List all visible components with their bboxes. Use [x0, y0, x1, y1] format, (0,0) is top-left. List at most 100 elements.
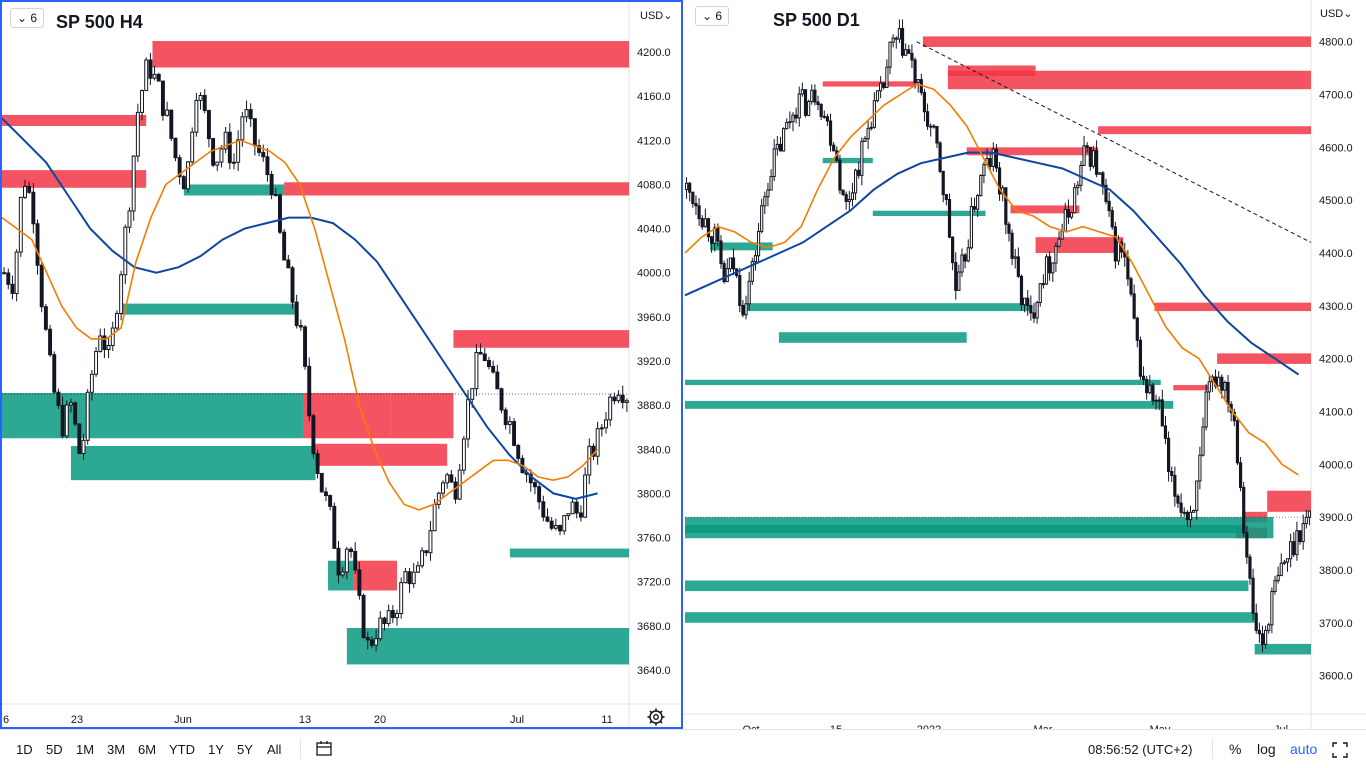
- d1-chart-canvas[interactable]: 4800.0 4700.0 4600.0 4500.0 4400.0 4300.0 4200…: [683, 0, 1366, 729]
- candle: [620, 394, 625, 403]
- candle: [1113, 226, 1117, 262]
- candle: [344, 548, 349, 573]
- candle: [411, 571, 416, 585]
- candle: [863, 138, 867, 142]
- candle: [1267, 624, 1271, 631]
- demand-zone: [685, 400, 1174, 409]
- candle: [516, 444, 521, 459]
- candle: [904, 49, 908, 56]
- interval-button[interactable]: ⌄ 6: [10, 8, 45, 28]
- range-1y-button[interactable]: 1Y: [208, 742, 224, 757]
- candle: [1166, 437, 1171, 473]
- h4-chart-canvas[interactable]: 4200.0 4160.0 4120.0 4080.0 4040.0 4000.0 3960…: [2, 2, 681, 727]
- demand-zone: [509, 548, 629, 558]
- range-1m-button[interactable]: 1M: [76, 742, 95, 757]
- candle: [503, 409, 508, 426]
- gear-icon[interactable]: [647, 708, 665, 726]
- range-6m-button[interactable]: 6M: [138, 742, 157, 757]
- candle: [722, 263, 726, 283]
- candle: [612, 396, 617, 402]
- candle: [1195, 480, 1199, 511]
- candle: [1238, 462, 1243, 488]
- range-5d-button[interactable]: 5D: [46, 742, 63, 757]
- range-all-button[interactable]: All: [267, 742, 282, 757]
- candle: [925, 111, 930, 127]
- log-toggle[interactable]: log: [1257, 741, 1276, 757]
- currency-selector[interactable]: USD⌄: [1320, 7, 1352, 20]
- x-tick-label: Jul: [1274, 724, 1288, 729]
- candle: [1016, 256, 1020, 277]
- candle: [800, 89, 804, 95]
- y-tick-label: 3700.0: [1319, 618, 1353, 630]
- candle: [691, 191, 695, 205]
- range-3m-button[interactable]: 3M: [107, 742, 126, 757]
- candle: [85, 391, 90, 441]
- candle: [716, 227, 720, 242]
- y-tick-label: 3880.0: [637, 400, 671, 412]
- candle: [399, 582, 404, 614]
- interval-button[interactable]: ⌄ 6: [695, 6, 730, 26]
- chart-pane-h4[interactable]: 4200.0 4160.0 4120.0 4080.0 4040.0 4000.0 3960…: [0, 0, 683, 729]
- candle: [290, 267, 295, 303]
- candle: [966, 247, 970, 262]
- chart-pane-d1[interactable]: 4800.0 4700.0 4600.0 4500.0 4400.0 4300.0 4200…: [683, 0, 1366, 729]
- candle: [1279, 562, 1283, 576]
- candle: [165, 109, 170, 116]
- candle: [941, 170, 945, 196]
- candle: [558, 525, 562, 532]
- candle: [972, 206, 977, 210]
- x-tick-label: 20: [374, 714, 386, 726]
- candle: [420, 550, 425, 567]
- clock-timezone[interactable]: 08:56:52 (UTC+2): [1088, 742, 1193, 757]
- supply-zone: [1010, 205, 1080, 214]
- range-5y-button[interactable]: 5Y: [237, 742, 253, 757]
- candle: [1063, 209, 1067, 232]
- x-tick-label: Oct: [742, 724, 759, 729]
- candle: [173, 137, 178, 159]
- candle: [1019, 275, 1024, 306]
- candle: [1101, 172, 1105, 186]
- candle: [374, 638, 379, 646]
- demand-zone: [685, 580, 1249, 592]
- supply-zone: [1217, 353, 1311, 364]
- candle: [131, 155, 136, 212]
- y-tick-label: 4300.0: [1319, 301, 1353, 313]
- percent-toggle[interactable]: %: [1229, 741, 1242, 757]
- candle: [1041, 283, 1045, 286]
- candle: [1220, 376, 1224, 391]
- candle: [512, 421, 517, 446]
- candle: [825, 116, 830, 122]
- chart-title: SP 500 H4: [56, 12, 143, 32]
- candle: [60, 404, 65, 437]
- candle: [797, 93, 801, 119]
- range-ytd-button[interactable]: YTD: [169, 742, 195, 757]
- candle: [1060, 230, 1064, 240]
- candle: [265, 156, 270, 176]
- candle: [860, 140, 864, 176]
- candle: [803, 89, 808, 116]
- candle: [604, 419, 608, 429]
- candle: [913, 59, 917, 83]
- candle: [1301, 523, 1305, 543]
- candle: [14, 251, 19, 295]
- fullscreen-icon[interactable]: [1332, 742, 1348, 758]
- candle: [688, 182, 692, 193]
- candle: [562, 515, 567, 532]
- candle: [1007, 223, 1011, 234]
- candle: [349, 548, 353, 553]
- candle: [31, 191, 36, 225]
- currency-selector[interactable]: USD⌄: [640, 9, 672, 22]
- candle: [847, 198, 851, 202]
- range-1d-button[interactable]: 1D: [16, 742, 33, 757]
- y-tick-label: 3760.0: [637, 533, 671, 545]
- candle: [219, 148, 224, 163]
- bottom-toolbar: 1D 5D 1M 3M 6M YTD 1Y 5Y All 08:56:52 (U…: [0, 729, 1366, 768]
- candle: [1048, 256, 1052, 274]
- candle: [211, 138, 216, 166]
- candle: [156, 73, 161, 82]
- candle: [186, 161, 190, 190]
- calendar-range-icon[interactable]: [316, 741, 334, 757]
- candle: [885, 66, 889, 88]
- candle: [694, 203, 698, 207]
- auto-toggle[interactable]: auto: [1290, 741, 1318, 757]
